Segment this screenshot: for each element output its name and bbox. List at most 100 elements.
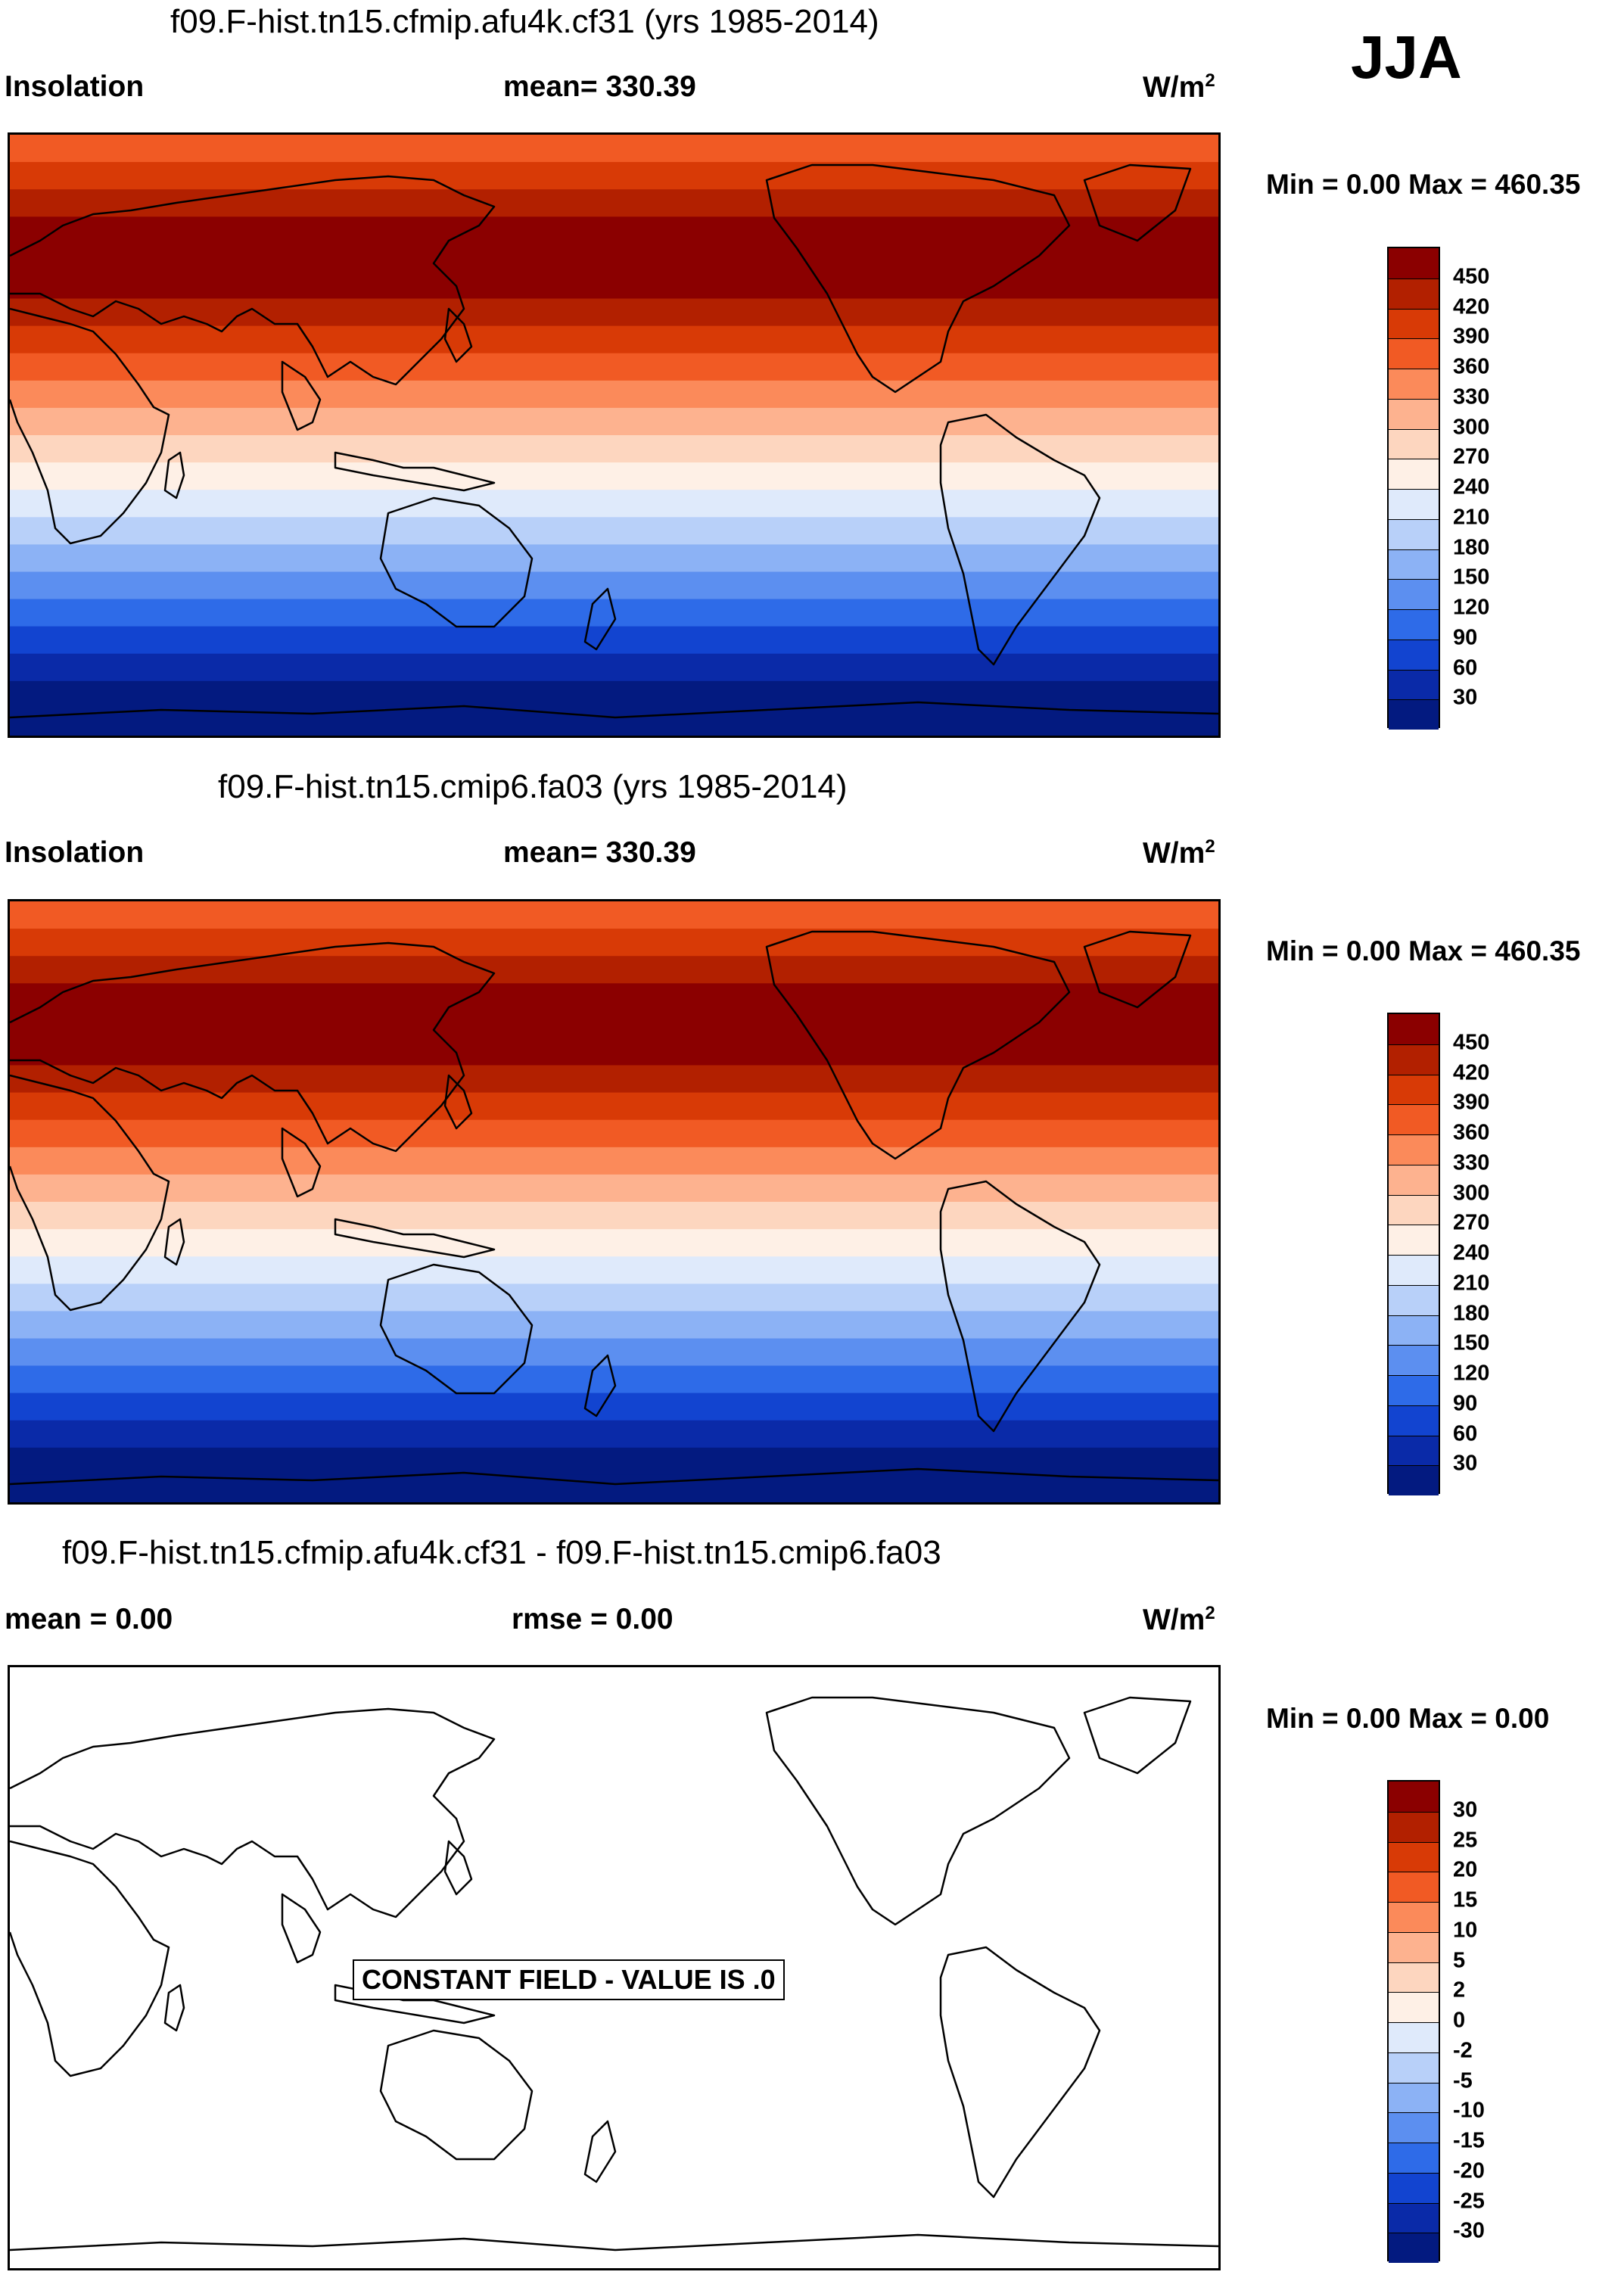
coastline	[443, 1074, 473, 1130]
coastline	[10, 2233, 1218, 2252]
colorbar-tick-label: 390	[1453, 1090, 1490, 1115]
colorbar-tick-label: -20	[1453, 2158, 1485, 2183]
panel-1-mean-label: mean= 330.39	[503, 70, 696, 103]
panel-2-mean-label: mean= 330.39	[503, 836, 696, 869]
insolation-band	[10, 517, 1218, 546]
colorbar-cell	[1389, 1255, 1439, 1285]
insolation-band	[10, 653, 1218, 682]
colorbar-cell	[1389, 1014, 1439, 1044]
insolation-band	[10, 1038, 1218, 1066]
colorbar-tick-label: 180	[1453, 535, 1490, 559]
colorbar-cell	[1389, 1465, 1439, 1495]
coastline	[1083, 930, 1192, 1009]
colorbar-tick-label: 240	[1453, 475, 1490, 499]
colorbar-tick-label: -30	[1453, 2218, 1485, 2243]
colorbar-cell	[1389, 1405, 1439, 1436]
insolation-band	[10, 271, 1218, 300]
coastline	[765, 163, 1071, 394]
insolation-band	[10, 571, 1218, 600]
colorbar-cell	[1389, 1315, 1439, 1346]
colorbar-tick-label: 150	[1453, 565, 1490, 590]
colorbar-cell	[1389, 2202, 1439, 2233]
colorbar-tick-label: 210	[1453, 505, 1490, 530]
colorbar-cell	[1389, 1375, 1439, 1405]
coastline	[163, 1984, 185, 2032]
insolation-band	[10, 1311, 1218, 1340]
colorbar-cell	[1389, 1345, 1439, 1375]
insolation-band	[10, 1338, 1218, 1367]
panel-1-colorbar	[1387, 247, 1440, 730]
colorbar-cell	[1389, 669, 1439, 700]
colorbar-tick-label: 15	[1453, 1887, 1478, 1912]
coastline	[939, 1946, 1101, 2199]
coastline	[379, 2029, 534, 2161]
insolation-band	[10, 708, 1218, 736]
colorbar-tick-label: 0	[1453, 2008, 1466, 2033]
coastline	[281, 1127, 322, 1198]
insolation-band	[10, 544, 1218, 573]
insolation-band	[10, 1229, 1218, 1258]
colorbar-cell	[1389, 2172, 1439, 2203]
colorbar-tick-label: 390	[1453, 324, 1490, 349]
colorbar-cell	[1389, 579, 1439, 609]
colorbar-cell	[1389, 1134, 1439, 1165]
insolation-band	[10, 298, 1218, 327]
colorbar-cell	[1389, 398, 1439, 429]
panel-1-title: f09.F-hist.tn15.cfmip.afu4k.cf31 (yrs 19…	[170, 3, 879, 40]
panel-1-colorbar-labels: 450 420 390 360 330 300 270 240 210 180 150 120 90 60…	[1453, 247, 1529, 728]
colorbar-tick-label: 240	[1453, 1240, 1490, 1265]
insolation-band	[10, 1284, 1218, 1312]
coastline	[1083, 1696, 1192, 1775]
colorbar-tick-label: 30	[1453, 1451, 1478, 1476]
panel-2-title: f09.F-hist.tn15.cmip6.fa03 (yrs 1985-201…	[218, 768, 848, 805]
colorbar-cell	[1389, 2022, 1439, 2052]
insolation-band	[10, 956, 1218, 985]
colorbar-tick-label: 330	[1453, 384, 1490, 409]
colorbar-cell	[1389, 248, 1439, 279]
insolation-band	[10, 435, 1218, 464]
coastline	[334, 1218, 496, 1259]
colorbar-tick-label: -2	[1453, 2038, 1473, 2063]
panel-3-minmax: Min = 0.00 Max = 0.00	[1266, 1703, 1550, 1734]
coastline	[281, 360, 322, 431]
colorbar-tick-label: 2	[1453, 1978, 1466, 2003]
colorbar-tick-label: 270	[1453, 1210, 1490, 1235]
panel-3-map: CONSTANT FIELD - VALUE IS .0	[8, 1665, 1221, 2270]
colorbar-cell	[1389, 549, 1439, 580]
colorbar-cell	[1389, 1931, 1439, 1962]
coastline	[10, 175, 496, 386]
colorbar-tick-label: 300	[1453, 1181, 1490, 1205]
colorbar-cell	[1389, 489, 1439, 519]
colorbar-tick-label: 25	[1453, 1828, 1478, 1852]
insolation-band	[10, 1174, 1218, 1203]
colorbar-cell	[1389, 2082, 1439, 2113]
insolation-band	[10, 325, 1218, 354]
colorbar-tick-label: -15	[1453, 2128, 1485, 2153]
colorbar-tick-label: 330	[1453, 1150, 1490, 1175]
coastline	[583, 1354, 617, 1418]
colorbar-tick-label: 300	[1453, 415, 1490, 439]
colorbar-cell	[1389, 1104, 1439, 1134]
coastline	[443, 1840, 473, 1896]
coastline	[765, 930, 1071, 1160]
coastline	[10, 1840, 170, 2077]
panel-1-variable-label: Insolation	[5, 70, 145, 103]
colorbar-cell	[1389, 1164, 1439, 1195]
colorbar-tick-label: 5	[1453, 1948, 1466, 1972]
colorbar-tick-label: -25	[1453, 2189, 1485, 2213]
panel-3-mean-label: mean = 0.00	[5, 1603, 173, 1635]
insolation-band	[10, 929, 1218, 957]
insolation-band	[10, 462, 1218, 491]
colorbar-cell	[1389, 338, 1439, 369]
colorbar-cell	[1389, 639, 1439, 670]
coastline	[583, 587, 617, 651]
colorbar-tick-label: 450	[1453, 1030, 1490, 1055]
colorbar-cell	[1389, 278, 1439, 309]
colorbar-cell	[1389, 1074, 1439, 1105]
insolation-band	[10, 626, 1218, 655]
insolation-band	[10, 1447, 1218, 1476]
colorbar-tick-label: 20	[1453, 1857, 1478, 1882]
colorbar-tick-label: 90	[1453, 1391, 1478, 1416]
panel-2-variable-label: Insolation	[5, 836, 145, 869]
colorbar-cell	[1389, 2112, 1439, 2143]
